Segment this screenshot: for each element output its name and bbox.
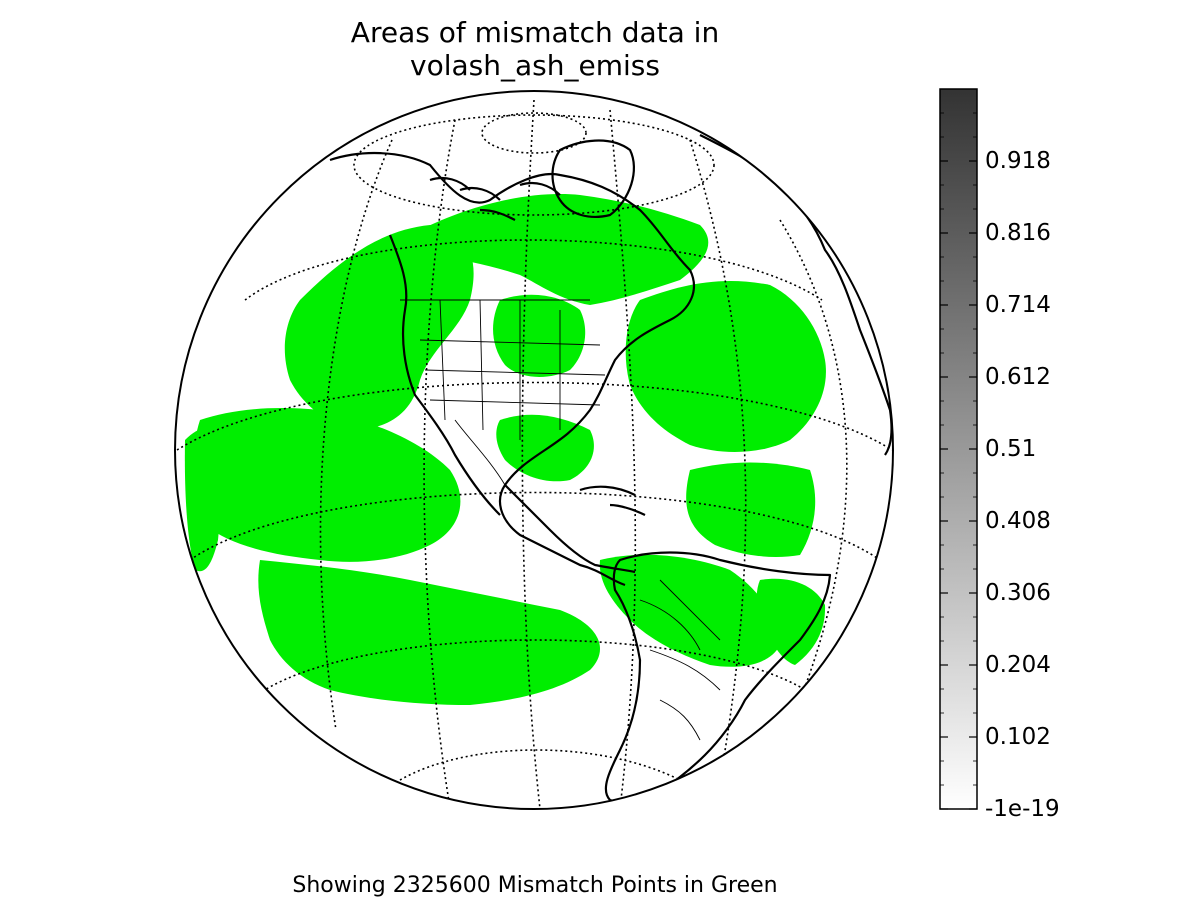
graticule-lat-40a xyxy=(244,239,823,301)
mismatch-region-south-pacific xyxy=(258,560,600,705)
mismatch-region-tropical-atlantic xyxy=(686,462,816,557)
mismatch-region-canada xyxy=(420,194,709,305)
colorbar-tick-label: -1e-19 xyxy=(985,796,1060,822)
coastline-north-america xyxy=(329,151,695,587)
globe-outline xyxy=(174,90,894,810)
colorbar-tick-label: 0.204 xyxy=(985,652,1051,678)
caption: Showing 2325600 Mismatch Points in Green xyxy=(292,873,778,898)
figure-title: Areas of mismatch data in volash_ash_emi… xyxy=(235,16,835,82)
border-south-america xyxy=(639,579,721,741)
graticule-lat-minus40 xyxy=(399,749,681,781)
borders xyxy=(400,299,721,741)
coastline-greenland xyxy=(551,139,635,218)
colorbar-tick-label: 0.918 xyxy=(985,148,1051,174)
colorbar-ticks xyxy=(940,88,977,810)
mismatch-layer xyxy=(184,194,826,705)
border-us-mexico xyxy=(454,419,506,486)
coastline-arctic-islands xyxy=(429,176,561,221)
mismatch-region-brazil-coast xyxy=(756,578,826,665)
border-us-states xyxy=(419,299,606,440)
graticule-lat-60 xyxy=(353,114,715,216)
mismatch-region-far-west xyxy=(184,428,221,572)
coastline-caribbean xyxy=(579,485,646,516)
colorbar-tick-label: 0.102 xyxy=(985,724,1051,750)
colorbar-tick-label: 0.714 xyxy=(985,292,1051,318)
mismatch-region-south-america xyxy=(599,554,780,667)
mismatch-region-eastern-pacific xyxy=(193,408,461,562)
coastline-west-coast xyxy=(388,234,501,516)
colorbar-tick-label: 0.306 xyxy=(985,580,1051,606)
mismatch-region-us-central xyxy=(493,294,586,377)
mismatch-region-north-pacific xyxy=(284,225,474,430)
title-line-1: Areas of mismatch data in xyxy=(350,16,720,49)
graticule-lon-6 xyxy=(779,219,848,701)
coastline-central-america xyxy=(504,484,636,574)
graticule xyxy=(176,99,893,809)
graticule-lon-5 xyxy=(689,139,747,781)
graticule-lon-3 xyxy=(521,99,541,809)
graticule-lon-1 xyxy=(319,139,393,731)
colorbar-tick-label: 0.51 xyxy=(985,436,1037,462)
graticule-lat-80 xyxy=(481,112,587,154)
coastline-south-america xyxy=(604,551,832,804)
mismatch-region-north-atlantic xyxy=(625,280,826,452)
graticule-lat-minus20 xyxy=(249,639,821,701)
colorbar-tick-label: 0.408 xyxy=(985,508,1051,534)
title-line-2: volash_ash_emiss xyxy=(410,49,660,82)
colorbar-tick-label: 0.816 xyxy=(985,220,1051,246)
graticule-lat-0 xyxy=(189,491,881,561)
colorbar-tick-label: 0.612 xyxy=(985,364,1051,390)
graticule-lon-2 xyxy=(423,119,456,809)
graticule-lat-20 xyxy=(176,381,893,451)
